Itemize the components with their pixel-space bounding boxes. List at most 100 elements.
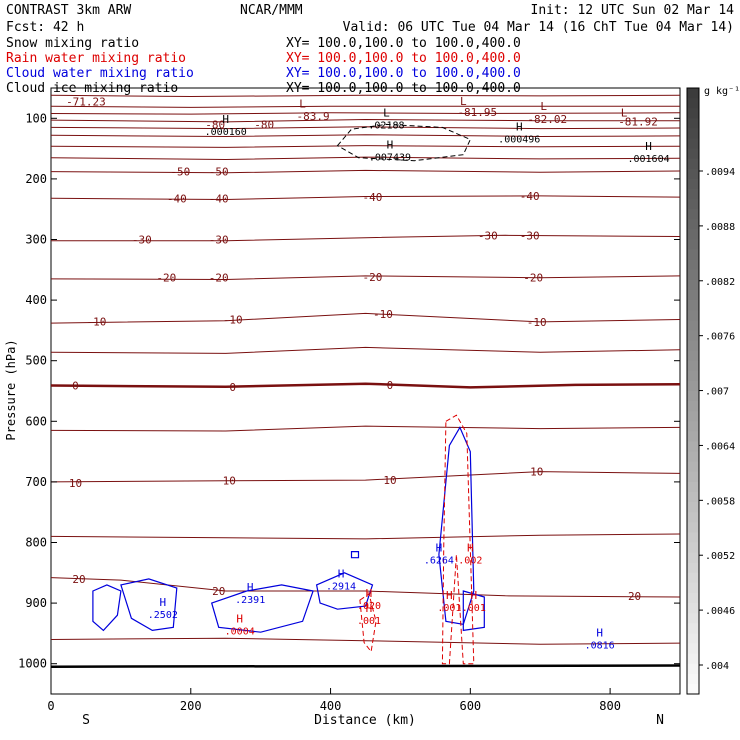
extremum-symbol: H [596,626,603,639]
colorbar-segment [687,118,699,129]
legend-xy-rain: XY= 100.0,100.0 to 100.0,400.0 [286,51,521,66]
isotherm-line [50,664,681,668]
x-axis-left-end: S [82,713,90,728]
legend-xy-cloud-water: XY= 100.0,100.0 to 100.0,400.0 [286,66,521,81]
isotherm-line [50,312,681,324]
colorbar: .0094 .0088 .0082 .0076 .007 .0064 .0058 .0052.… [686,87,735,695]
isotherm-label: 10 [530,466,543,479]
cloud-water-contour [462,590,485,632]
colorbar-segment [687,492,699,503]
colorbar-segment [687,249,699,261]
colorbar-segment [687,522,699,533]
colorbar-segment [687,451,699,463]
extremum-value: .007439 [369,153,411,164]
colorbar-segment [687,481,699,493]
colorbar-tick-label: .0058 [705,496,735,507]
extremum-symbol: H [446,589,453,602]
isotherm-line [50,169,681,174]
colorbar-segment [687,178,699,190]
isotherm-label: -81.95 [457,106,497,119]
x-tick-label: 200 [180,699,202,713]
y-tick-label: 200 [25,172,47,186]
legend-xy-snow: XY= 100.0,100.0 to 100.0,400.0 [286,36,521,51]
colorbar-segment [687,128,699,140]
isotherm-label: -20 [156,272,176,285]
colorbar-segment [687,380,699,392]
isotherm-line [50,533,681,540]
y-tick-label: 100 [25,111,47,125]
legend-label-cloud-water: Cloud water mixing ratio [6,66,194,81]
extremum-symbol: H [236,612,243,625]
y-tick-label: 500 [25,354,47,368]
isotherm-label: 20 [212,585,225,598]
isotherm-line [50,471,681,483]
extremum-symbol: L [540,100,547,113]
y-tick-label: 400 [25,293,47,307]
colorbar-segment [687,461,699,473]
colorbar-tick-label: .0082 [705,277,735,288]
colorbar-segment [687,370,699,382]
x-tick-label: 600 [459,699,481,713]
isotherm-label: -20 [363,271,383,284]
colorbar-segment [687,279,699,291]
colorbar-segment [687,431,699,443]
colorbar-segment [687,391,699,402]
extremum-symbol: H [366,602,373,615]
isotherm-label: -80 [254,118,274,131]
isotherm-line [50,112,681,115]
colorbar-segment [687,502,699,513]
rain-contour [441,414,475,665]
cloud-water-contour [210,584,314,633]
colorbar-segment [687,572,699,584]
extremum-symbol: L [460,95,467,108]
extremum-value: .6264 [424,556,454,567]
header-center: NCAR/MMM [240,3,303,18]
extremum-value: .002 [458,556,482,567]
isotherm-label: -81.92 [618,115,658,128]
extremum-symbol: H [467,542,474,555]
extremum-symbol: H [366,587,373,600]
temperature-contour-labels: -71.23 -83.9 -81.95 -82.02 -81.92 -80 -80 -50 -5… [66,95,658,602]
extremum-symbol: H [247,581,254,594]
colorbar-segment [687,623,699,634]
colorbar-segment [687,189,699,200]
header-valid: Valid: 06 UTC Tue 04 Mar 14 (16 ChT Tue … [343,20,734,35]
colorbar-segment [687,219,699,230]
colorbar-tick-label: .004 [705,661,729,672]
extremum-value: .2391 [235,595,265,606]
extremum-value: .001 [462,603,486,614]
temperature-contours [50,94,681,668]
y-tick-label: 900 [25,596,47,610]
isotherm-label: -83.9 [297,110,330,123]
extremum-value: .000496 [498,134,540,145]
colorbar-segment [687,108,699,119]
colorbar-segment [687,471,699,483]
isotherm-label: -71.23 [66,95,106,108]
extremum-symbol: L [383,106,390,119]
legend-label-snow: Snow mixing ratio [6,36,139,51]
y-axis-label: Pressure (hPa) [4,339,18,440]
isotherm-label: -30 [478,229,498,242]
header-init: Init: 12 UTC Sun 02 Mar 14 [531,3,735,18]
header-model: CONTRAST 3km ARW [6,3,131,18]
isotherm-label: 0 [72,380,79,393]
x-tick-label: 800 [599,699,621,713]
isotherm-line [50,577,681,598]
colorbar-segment [687,320,699,331]
isotherm-label: -20 [523,272,543,285]
colorbar-segment [687,603,699,614]
isotherm-label: -30 [520,229,540,242]
colorbar-tick-label: .0094 [705,167,735,178]
colorbar-tick-label: .0064 [705,441,735,452]
colorbar-segment [687,199,699,210]
x-tick-label: 0 [47,699,54,713]
colorbar-segment [687,411,699,422]
colorbar-segment [687,613,699,624]
colorbar-unit: g kg⁻¹ [704,86,740,97]
x-axis-right-end: N [656,713,664,728]
isotherm-line [51,234,681,242]
colorbar-tick-label: .0052 [705,551,735,562]
x-tick-label: 400 [320,699,342,713]
isotherm-line [50,637,681,645]
